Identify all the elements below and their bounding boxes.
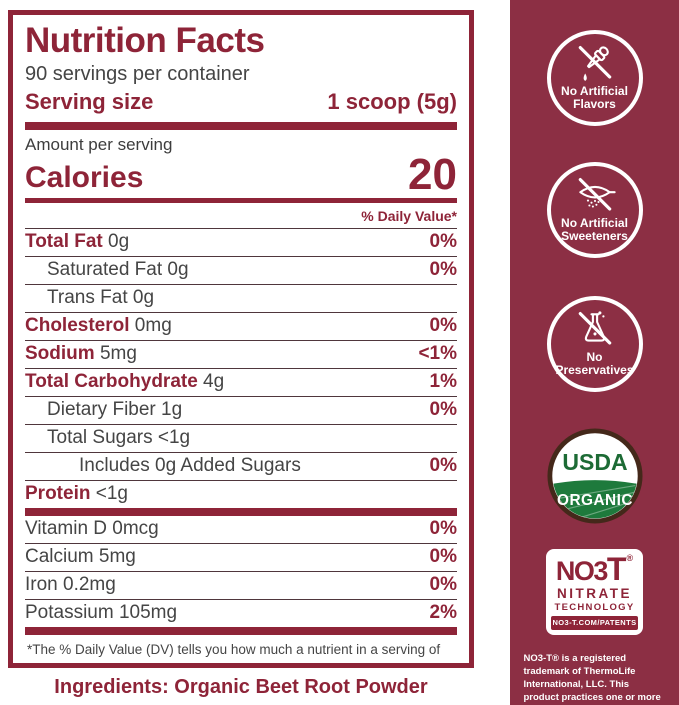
no3t-logo: NO3T® NITRATE TECHNOLOGY NO3-T.COM/PATEN… bbox=[546, 549, 643, 635]
registered-mark: ® bbox=[626, 553, 634, 563]
organic-text: ORGANIC bbox=[557, 492, 633, 509]
nutrient-row-trans-fat: Trans Fat 0g bbox=[25, 283, 457, 312]
nutrient-row-potassium: Potassium 105mg 2% bbox=[25, 598, 457, 627]
nutrient-row-total-carbohydrate: Total Carbohydrate 4g 1% bbox=[25, 367, 457, 396]
serving-size-value: 1 scoop (5g) bbox=[327, 89, 457, 114]
divider-thick-bar bbox=[25, 507, 457, 516]
badge-no-artificial-flavors: No Artificial Flavors bbox=[546, 30, 643, 126]
divider-medium-bar bbox=[25, 197, 457, 203]
nutrition-facts-panel: Nutrition Facts 90 servings per containe… bbox=[8, 10, 474, 668]
nutrition-facts-title: Nutrition Facts bbox=[25, 21, 265, 60]
calories-value: 20 bbox=[408, 150, 457, 199]
serving-size-label: Serving size bbox=[25, 89, 154, 114]
nutrient-row-sodium: Sodium 5mg <1% bbox=[25, 339, 457, 368]
servings-per-container: 90 servings per container bbox=[25, 63, 250, 85]
nutrient-row-saturated-fat: Saturated Fat 0g 0% bbox=[25, 255, 457, 284]
badge-no-preservatives: No Preservatives bbox=[546, 296, 643, 392]
daily-value-footnote: *The % Daily Value (DV) tells you how mu… bbox=[27, 641, 450, 663]
serving-size-row: Serving size 1 scoop (5g) bbox=[25, 89, 457, 115]
daily-value-header: % Daily Value* bbox=[361, 207, 457, 224]
divider-thick-bar bbox=[25, 122, 457, 130]
calories-row: Calories 20 bbox=[25, 150, 457, 199]
no3t-wordmark: NO3T® bbox=[555, 551, 634, 587]
nutrient-row-vitamin-d: Vitamin D 0mcg 0% bbox=[25, 518, 457, 540]
badge-label: No Preservatives bbox=[555, 350, 634, 378]
no-artificial-sweeteners-icon bbox=[578, 178, 616, 211]
claims-sidebar: No Artificial Flavors No Artificial bbox=[510, 0, 679, 705]
calories-label: Calories bbox=[25, 160, 144, 194]
no3t-nitrate-text: NITRATE bbox=[557, 585, 632, 601]
badge-no-artificial-sweeteners: No Artificial Sweeteners bbox=[546, 162, 643, 258]
usda-green-field bbox=[552, 480, 637, 519]
nutrient-row-protein: Protein <1g bbox=[25, 479, 457, 508]
divider-thick-bar bbox=[25, 626, 457, 635]
nutrient-row-total-fat: Total Fat 0g 0% bbox=[25, 227, 457, 256]
nutrient-row-iron: Iron 0.2mg 0% bbox=[25, 570, 457, 599]
no3t-technology-text: TECHNOLOGY bbox=[554, 601, 635, 613]
ingredients-line: Ingredients: Organic Beet Root Powder bbox=[54, 676, 428, 698]
amount-per-serving-label: Amount per serving bbox=[25, 135, 173, 154]
no-preservatives-icon bbox=[578, 311, 611, 345]
badge-label: No Artificial Flavors bbox=[561, 84, 628, 112]
nutrient-row-calcium: Calcium 5mg 0% bbox=[25, 542, 457, 571]
no3t-patents-bar: NO3-T.COM/PATENTS bbox=[551, 615, 638, 630]
usda-organic-seal: USDA ORGANIC bbox=[546, 428, 643, 524]
trademark-fine-print: NO3-T® is a registered trademark of Ther… bbox=[523, 652, 661, 703]
no-artificial-flavors-icon bbox=[578, 46, 611, 81]
nutrient-row-total-sugars: Total Sugars <1g bbox=[25, 423, 457, 452]
badge-label: No Artificial Sweeteners bbox=[561, 216, 628, 244]
nutrient-row-dietary-fiber: Dietary Fiber 1g 0% bbox=[25, 395, 457, 424]
nutrient-row-cholesterol: Cholesterol 0mg 0% bbox=[25, 311, 457, 340]
nutrient-row-added-sugars: Includes 0g Added Sugars 0% bbox=[25, 451, 457, 480]
usda-text: USDA bbox=[562, 449, 628, 475]
